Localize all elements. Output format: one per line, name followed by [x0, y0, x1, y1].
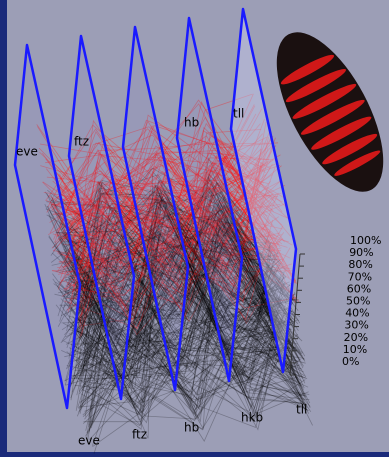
bottom-border [0, 452, 389, 457]
scale-label: 80% [348, 258, 372, 271]
scale-label: 100% [350, 234, 381, 247]
scale-label: 60% [347, 282, 371, 295]
left-border [0, 0, 7, 457]
scale-label: 40% [345, 307, 369, 320]
scale-label: 90% [349, 246, 373, 259]
axis-label: hb [184, 421, 199, 435]
scale-label: 30% [344, 319, 368, 332]
scale-label: 70% [348, 270, 372, 283]
scale-label: 20% [344, 331, 368, 344]
scale-label: 0% [342, 355, 359, 368]
visualization-window: eve ftz hb tll eve ftz hb hkb tll 100%90… [0, 0, 389, 457]
plane-label: hb [184, 116, 199, 130]
scale-label: 10% [343, 343, 367, 356]
axis-label: tll [296, 403, 307, 417]
plane-label: ftz [74, 135, 89, 149]
scale-label: 50% [346, 295, 370, 308]
plane-label: tll [233, 107, 244, 121]
plane-label: eve [16, 145, 38, 159]
axis-label: ftz [132, 428, 147, 442]
parallel-coordinates-3d: eve ftz hb tll eve ftz hb hkb tll 100%90… [0, 0, 389, 457]
axis-label: hkb [241, 411, 263, 425]
axis-label: eve [78, 434, 100, 448]
